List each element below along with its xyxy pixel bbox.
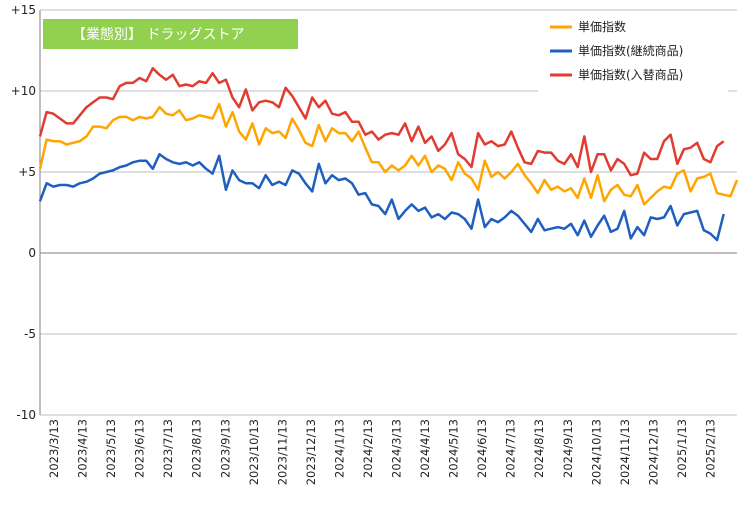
legend-label: 単価指数(継続商品) — [578, 43, 683, 58]
x-tick-label: 2024/10/13 — [589, 419, 603, 485]
x-tick-label: 2023/10/13 — [247, 419, 261, 485]
y-axis-ticks: +15 +10 +5 0 -5 -10 — [11, 3, 36, 422]
series-line-2 — [38, 152, 725, 242]
x-tick-label: 2024/8/13 — [532, 419, 546, 478]
x-tick-label: 2023/9/13 — [218, 419, 232, 478]
x-tick-label: 2023/7/13 — [161, 419, 175, 478]
x-tick-label: 2025/2/13 — [703, 419, 717, 478]
x-tick-label: 2024/7/13 — [504, 419, 518, 478]
chart-title: 【業態別】 ドラッグストア — [43, 19, 298, 49]
x-tick-label: 2024/9/13 — [561, 419, 575, 478]
legend-label: 単価指数(入替商品) — [578, 67, 683, 82]
x-tick-label: 2024/12/13 — [646, 419, 660, 485]
x-tick-label: 2024/11/13 — [618, 419, 632, 485]
x-tick-label: 2023/12/13 — [304, 419, 318, 485]
x-tick-label: 2024/2/13 — [361, 419, 375, 478]
x-tick-label: 2023/11/13 — [275, 419, 289, 485]
axes — [39, 10, 737, 415]
x-tick-label: 2024/6/13 — [475, 419, 489, 478]
x-tick-label: 2024/5/13 — [447, 419, 461, 478]
x-axis-ticks: 2023/3/13 2023/4/13 2023/5/13 2023/6/13 2023… — [47, 419, 717, 485]
x-tick-label: 2024/3/13 — [390, 419, 404, 478]
x-tick-label: 2024/1/13 — [332, 419, 346, 478]
series-line-1 — [38, 102, 739, 206]
x-tick-label: 2023/5/13 — [104, 419, 118, 478]
x-tick-label: 2023/6/13 — [133, 419, 147, 478]
y-tick-label: -10 — [16, 408, 36, 422]
y-tick-label: 0 — [28, 246, 36, 260]
x-tick-label: 2023/8/13 — [190, 419, 204, 478]
chart-title-text: 【業態別】 ドラッグストア — [72, 27, 244, 43]
y-tick-label: +15 — [11, 3, 36, 17]
x-tick-label: 2023/4/13 — [76, 419, 90, 478]
y-tick-label: +5 — [18, 165, 36, 179]
series-line-3 — [38, 67, 725, 177]
x-tick-label: 2025/1/13 — [675, 419, 689, 478]
y-tick-label: +10 — [11, 84, 36, 98]
legend-label: 単価指数 — [578, 19, 626, 34]
series-lines — [38, 67, 739, 242]
x-tick-label: 2024/4/13 — [418, 419, 432, 478]
chart-title-box — [43, 19, 298, 49]
x-tick-label: 2023/3/13 — [47, 419, 61, 478]
y-tick-label: -5 — [24, 327, 36, 341]
